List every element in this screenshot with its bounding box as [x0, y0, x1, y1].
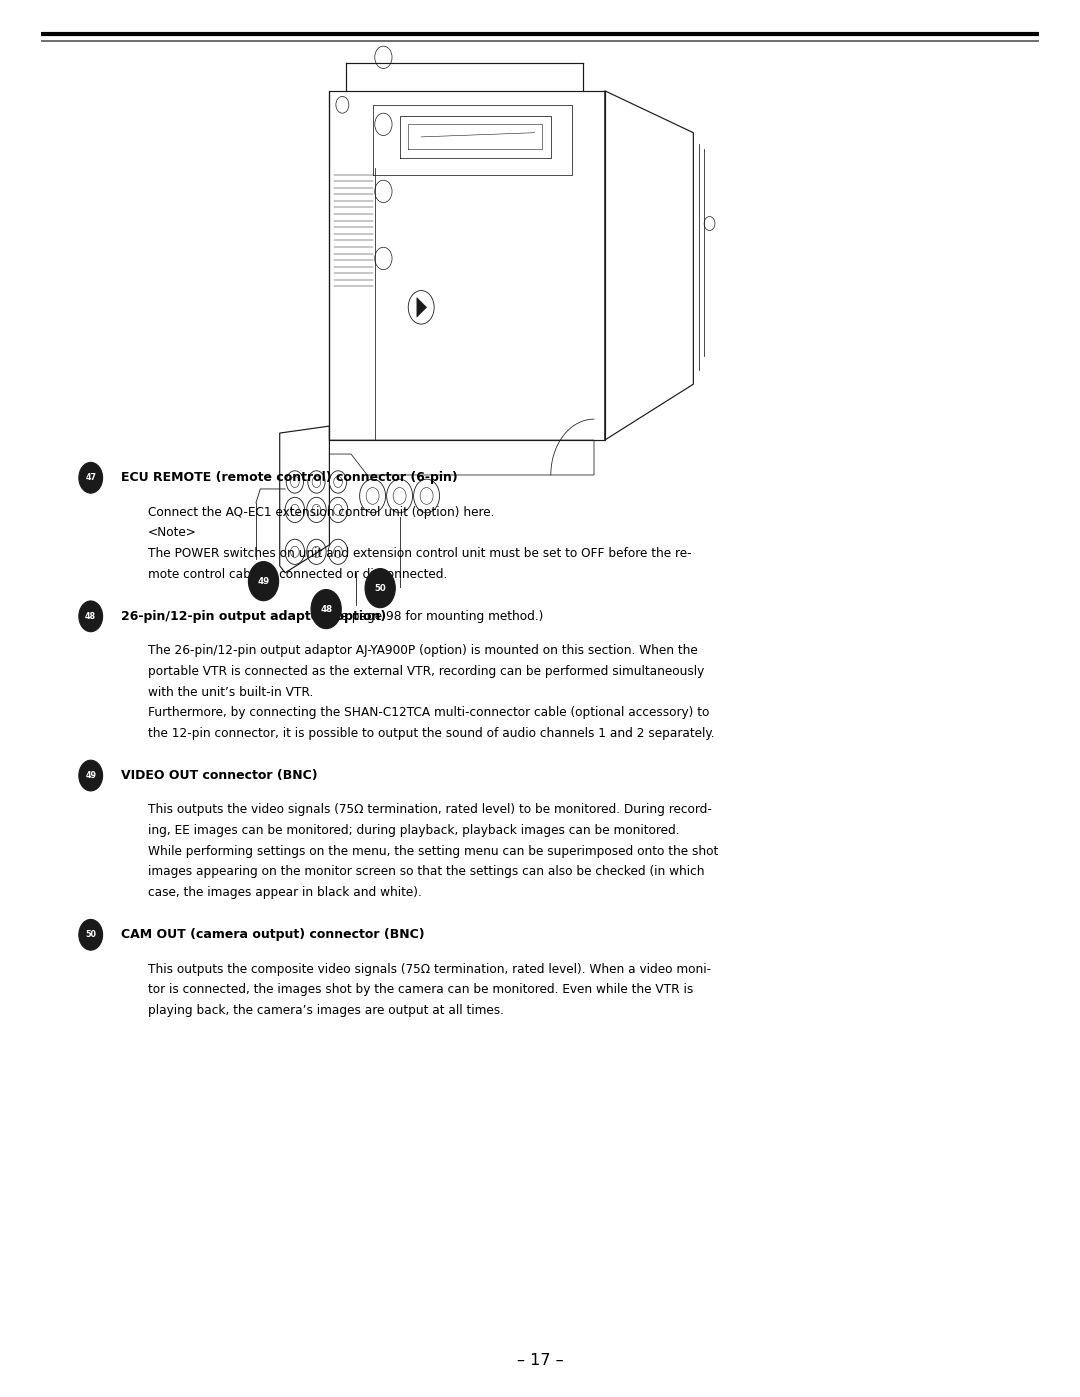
Text: – 17 –: – 17 – [516, 1354, 564, 1368]
Text: 26-pin/12-pin output adaptor (option): 26-pin/12-pin output adaptor (option) [121, 610, 387, 623]
Circle shape [79, 462, 103, 493]
Text: the 12-pin connector, it is possible to output the sound of audio channels 1 and: the 12-pin connector, it is possible to … [148, 726, 715, 740]
Circle shape [365, 569, 395, 608]
Text: <Note>: <Note> [148, 527, 197, 539]
Text: 49: 49 [85, 771, 96, 780]
Text: with the unit’s built-in VTR.: with the unit’s built-in VTR. [148, 686, 313, 698]
Text: mote control cable is connected or disconnected.: mote control cable is connected or disco… [148, 567, 447, 581]
Text: 50: 50 [85, 930, 96, 939]
Text: tor is connected, the images shot by the camera can be monitored. Even while the: tor is connected, the images shot by the… [148, 983, 693, 996]
Text: images appearing on the monitor screen so that the settings can also be checked : images appearing on the monitor screen s… [148, 866, 704, 879]
Text: playing back, the camera’s images are output at all times.: playing back, the camera’s images are ou… [148, 1004, 504, 1017]
Text: Connect the AQ-EC1 extension control unit (option) here.: Connect the AQ-EC1 extension control uni… [148, 506, 495, 518]
Circle shape [79, 760, 103, 791]
Text: ECU REMOTE (remote control) connector (6-pin): ECU REMOTE (remote control) connector (6… [121, 471, 458, 485]
Circle shape [311, 590, 341, 629]
Text: 50: 50 [375, 584, 386, 592]
Text: This outputs the composite video signals (75Ω termination, rated level). When a : This outputs the composite video signals… [148, 963, 711, 975]
Text: 49: 49 [257, 577, 270, 585]
Text: The POWER switches on unit and extension control unit must be set to OFF before : The POWER switches on unit and extension… [148, 548, 691, 560]
Text: case, the images appear in black and white).: case, the images appear in black and whi… [148, 886, 421, 900]
Text: Furthermore, by connecting the SHAN-C12TCA multi-connector cable (optional acces: Furthermore, by connecting the SHAN-C12T… [148, 707, 710, 719]
Text: While performing settings on the menu, the setting menu can be superimposed onto: While performing settings on the menu, t… [148, 845, 718, 858]
Text: 48: 48 [320, 605, 333, 613]
Text: VIDEO OUT connector (BNC): VIDEO OUT connector (BNC) [121, 770, 318, 782]
Text: The 26-pin/12-pin output adaptor AJ-YA900P (option) is mounted on this section. : The 26-pin/12-pin output adaptor AJ-YA90… [148, 644, 698, 657]
Text: ing, EE images can be monitored; during playback, playback images can be monitor: ing, EE images can be monitored; during … [148, 824, 679, 837]
Text: 48: 48 [85, 612, 96, 620]
Text: 47: 47 [85, 474, 96, 482]
Circle shape [248, 562, 279, 601]
Text: This outputs the video signals (75Ω termination, rated level) to be monitored. D: This outputs the video signals (75Ω term… [148, 803, 712, 816]
Polygon shape [417, 298, 427, 317]
Text: portable VTR is connected as the external VTR, recording can be performed simult: portable VTR is connected as the externa… [148, 665, 704, 678]
Circle shape [79, 919, 103, 950]
Text: (See page 98 for mounting method.): (See page 98 for mounting method.) [316, 610, 543, 623]
Text: CAM OUT (camera output) connector (BNC): CAM OUT (camera output) connector (BNC) [121, 928, 424, 942]
Circle shape [79, 601, 103, 631]
